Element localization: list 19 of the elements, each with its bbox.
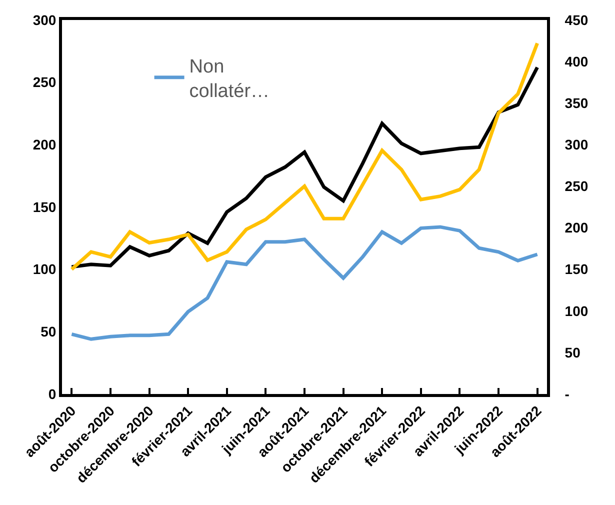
legend-label: Non collatér… (189, 56, 270, 102)
line-series (70, 225, 540, 341)
y2-tick-label: 50 (564, 344, 581, 360)
y2-tick-label: 200 (564, 220, 588, 236)
y-tick-label: 100 (32, 261, 56, 278)
y2-tick-label: 300 (564, 136, 588, 153)
y-tick-label: 150 (32, 198, 56, 215)
y-tick-label: 50 (40, 324, 56, 340)
y2-tick-label: - (564, 386, 570, 402)
y2-tick-label: 250 (564, 178, 588, 194)
y2-tick-label: 350 (564, 95, 588, 112)
y-tick-label: 250 (32, 74, 56, 90)
y2-tick-label: 450 (564, 12, 588, 28)
y2-tick-label: 400 (564, 53, 588, 70)
y2-tick-label: 100 (564, 302, 588, 319)
y-tick-label: 0 (48, 386, 56, 402)
y-tick-label: 300 (32, 12, 56, 28)
y2-tick-label: 150 (564, 261, 588, 278)
y-tick-label: 200 (32, 136, 56, 153)
